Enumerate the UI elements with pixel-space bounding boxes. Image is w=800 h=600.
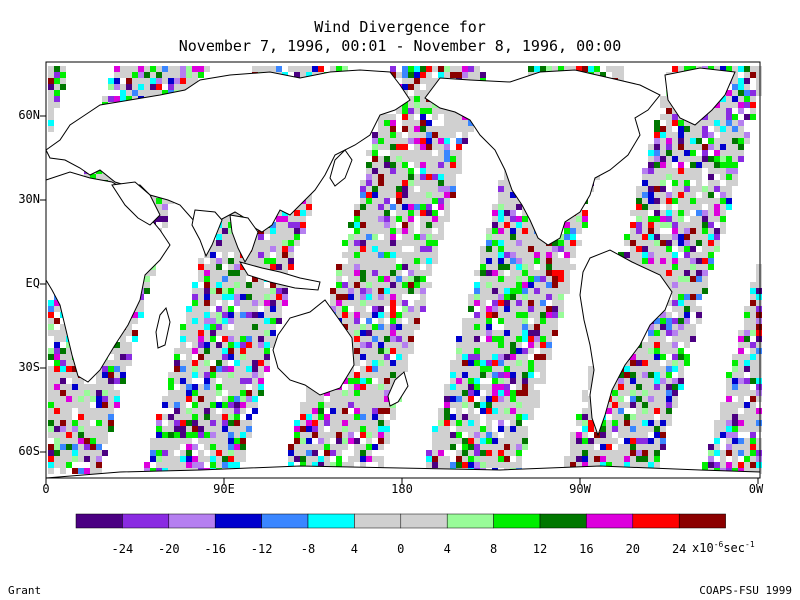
color-bar-swatch [307, 513, 355, 529]
color-bar-label: -8 [300, 542, 316, 556]
color-bar-label: 16 [579, 542, 594, 556]
map-frame [45, 61, 761, 479]
color-bar-units: x10-6sec-1 [692, 540, 755, 555]
color-bar-label: 4 [350, 542, 358, 556]
color-bar-label: -16 [204, 542, 227, 556]
greenland-landmass [664, 67, 736, 126]
color-bar-label: 8 [489, 542, 498, 556]
color-bar-label: 4 [443, 542, 451, 556]
australia-landmass [272, 299, 355, 396]
map-title-line1: Wind Divergence for [314, 18, 486, 36]
lat-label-eq: EQ [25, 276, 40, 290]
north-america-landmass [424, 69, 661, 246]
arabia-landmass [111, 181, 161, 226]
lon-label-0: 0 [42, 482, 50, 496]
footer-credit: COAPS-FSU 1999 [699, 584, 792, 597]
lon-label-180: 180 [391, 482, 413, 496]
footer-author: Grant [8, 584, 42, 597]
color-bar-swatch [539, 513, 587, 529]
color-bar-swatch [678, 513, 726, 529]
color-bar-swatch [632, 513, 680, 529]
color-bar-label: 0 [397, 542, 405, 556]
color-bar-swatch [261, 513, 309, 529]
color-bar-label: -20 [157, 542, 180, 556]
color-bar-swatch [354, 513, 402, 529]
lat-label-60n: 60N [18, 108, 40, 122]
lat-label-30n: 30N [18, 192, 40, 206]
color-bar-swatch [446, 513, 494, 529]
lon-label-90e: 90E [213, 482, 235, 496]
color-bar-swatch [122, 513, 170, 529]
indonesia-landmass [238, 261, 321, 291]
color-bar-label: 24 [671, 542, 687, 556]
continent-outlines [45, 67, 761, 479]
lon-label-0w: 0W [748, 482, 764, 496]
lon-label-90w: 90W [569, 482, 591, 496]
color-bar [75, 513, 726, 529]
color-bar-swatch [493, 513, 541, 529]
india-landmass [191, 209, 223, 258]
lat-label-60s: 60S [18, 444, 40, 458]
japan-landmass [329, 149, 353, 187]
color-bar-label: 20 [625, 542, 641, 556]
antarctica-edge [45, 465, 761, 479]
south-america-landmass [579, 249, 673, 437]
southeast-asia-landmass [229, 214, 259, 264]
color-bar-label: -12 [250, 542, 273, 556]
color-bar-swatch [214, 513, 262, 529]
new-zealand-landmass [387, 371, 409, 407]
color-bar-swatch [75, 513, 123, 529]
color-bar-label: 12 [532, 542, 548, 556]
madagascar-landmass [155, 306, 171, 349]
color-bar-swatch [586, 513, 634, 529]
map-title-line2: November 7, 1996, 00:01 - November 8, 19… [178, 37, 622, 55]
lat-label-30s: 30S [18, 360, 40, 374]
color-bar-label: -24 [111, 542, 134, 556]
color-bar-swatch [400, 513, 448, 529]
axis-ticks [40, 115, 759, 484]
color-bar-swatch [168, 513, 216, 529]
